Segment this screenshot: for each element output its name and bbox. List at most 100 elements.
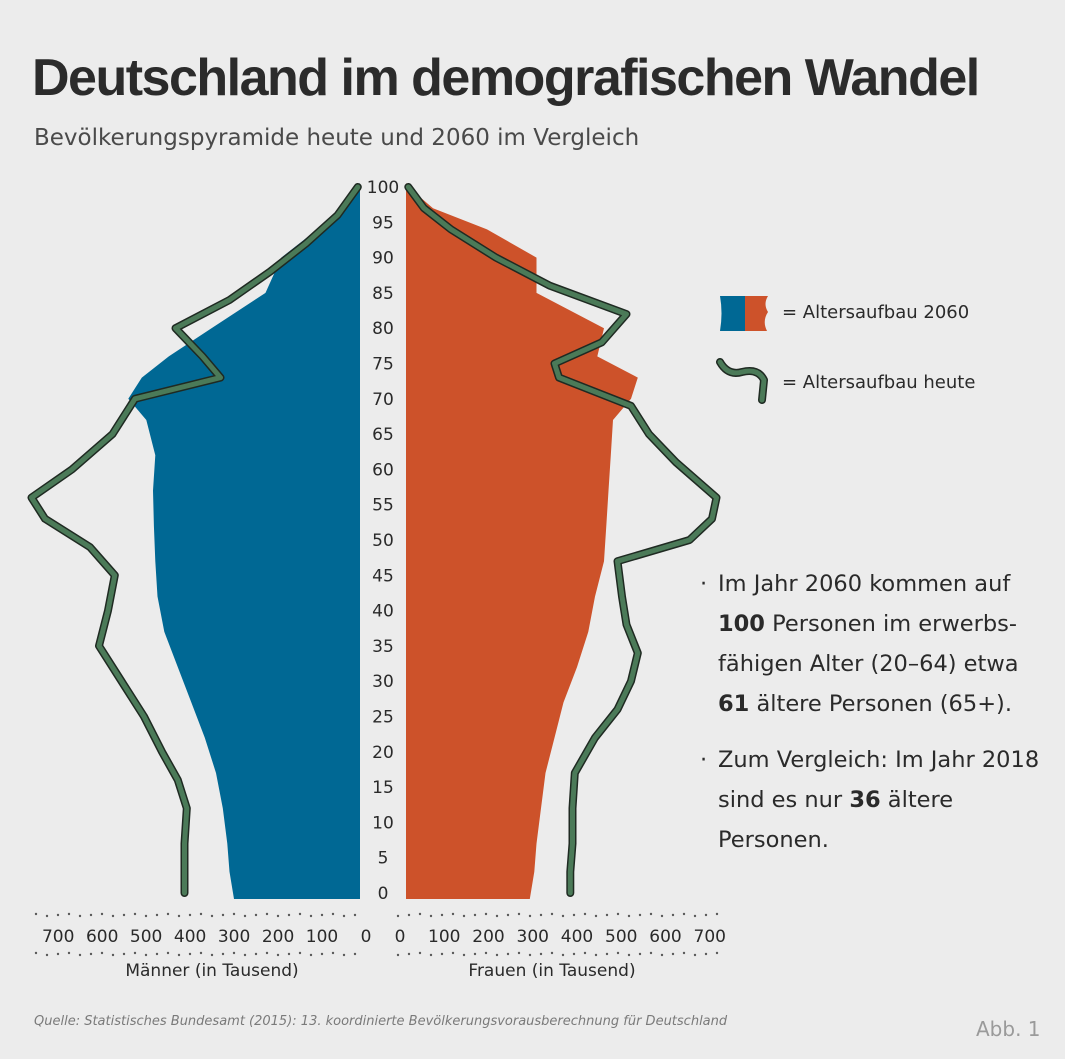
- axis-dot: [34, 912, 38, 916]
- axis-dot: [528, 953, 532, 957]
- axis-dot: [649, 912, 653, 916]
- notes-panel: · Im Jahr 2060 kommen auf 100 Personen im…: [700, 564, 1050, 860]
- x-axis-label-men: Männer (in Tausend): [125, 961, 298, 981]
- axis-dot: [342, 914, 346, 918]
- axis-dot: [594, 914, 598, 918]
- axis-dot: [396, 953, 400, 957]
- axis-dot: [418, 912, 422, 916]
- age-tick-label: 25: [372, 708, 394, 728]
- axis-dot: [517, 912, 521, 916]
- x-tick-label-men: 300: [218, 927, 250, 947]
- age-tick-label: 50: [372, 531, 394, 551]
- axis-dot: [353, 913, 357, 917]
- x-tick-label-men: 400: [174, 927, 206, 947]
- axis-dot: [111, 953, 115, 957]
- axis-dot: [45, 914, 49, 918]
- axis-dot: [177, 914, 181, 918]
- axis-dot: [407, 913, 411, 917]
- axis-dot: [166, 912, 170, 916]
- legend-line-today: [717, 359, 767, 403]
- axis-dot: [133, 912, 137, 916]
- axis-dot: [287, 952, 291, 956]
- x-axis-tick-labels: 700 600 500 400 300 200 100 0 0 100 200 300 400 500 60…: [42, 927, 726, 947]
- age-tick-label: 10: [372, 813, 394, 833]
- figure-label: Abb. 1: [976, 1017, 1041, 1041]
- note-text: ältere Personen (65+).: [749, 691, 1012, 717]
- x-axis-label-women: Frauen (in Tausend): [468, 961, 635, 981]
- axis-dot: [484, 951, 488, 955]
- age-tick-label: 20: [372, 743, 394, 763]
- axis-dot: [638, 913, 642, 917]
- men-today-line: [29, 184, 361, 896]
- axis-dot: [671, 913, 675, 917]
- axis-dot: [715, 912, 719, 916]
- axis-dot: [89, 952, 93, 956]
- age-tick-label: 75: [372, 355, 394, 375]
- axis-dot: [660, 914, 664, 918]
- note-highlight: 100: [718, 611, 765, 637]
- age-tick-label: 60: [372, 460, 394, 480]
- axis-dot: [100, 951, 104, 955]
- axis-dot: [440, 952, 444, 956]
- x-tick-label-women: 200: [472, 927, 504, 947]
- axis-dot: [177, 953, 181, 957]
- axis-dot: [320, 913, 324, 917]
- axis-dot: [34, 951, 38, 955]
- age-tick-label: 5: [378, 849, 389, 869]
- axis-dot: [210, 953, 214, 957]
- page-title: Deutschland im demografischen Wandel: [32, 49, 980, 107]
- age-tick-label: 90: [372, 249, 394, 269]
- axis-dot: [298, 951, 302, 955]
- axis-dot: [188, 913, 192, 917]
- age-tick-label: 85: [372, 284, 394, 304]
- axis-dot: [440, 913, 444, 917]
- axis-dot: [429, 953, 433, 957]
- axis-dot: [506, 952, 510, 956]
- axis-dot: [56, 952, 60, 956]
- axis-dot: [583, 951, 587, 955]
- axis-dot: [682, 912, 686, 916]
- axis-dot: [78, 953, 82, 957]
- axis-dot: [616, 951, 620, 955]
- axis-dot: [462, 953, 466, 957]
- axis-dot: [166, 951, 170, 955]
- axis-dot: [407, 952, 411, 956]
- pyramid-today-outlines: [27, 183, 721, 897]
- axis-dot: [122, 913, 126, 917]
- axis-dot: [144, 953, 148, 957]
- age-axis-labels: 0 5 10 15 20 25 30 35 40 45 50 55 60 65 70 75 80 85 90 95 10…: [367, 178, 399, 904]
- axis-dot: [594, 953, 598, 957]
- axis-dot: [254, 952, 258, 956]
- legend: [716, 296, 768, 404]
- note-highlight: 61: [718, 691, 750, 717]
- x-tick-label-women: 100: [428, 927, 460, 947]
- axis-dot: [276, 914, 280, 918]
- axis-dot: [265, 951, 269, 955]
- axis-dot: [232, 912, 236, 916]
- note-text: ältere Personen.: [718, 787, 954, 853]
- axis-dot: [693, 914, 697, 918]
- page-subtitle: Bevölkerungspyramide heute und 2060 im V…: [34, 125, 640, 151]
- legend-swatch-women: [745, 296, 768, 331]
- x-tick-label-men: 500: [130, 927, 162, 947]
- axis-dot: [221, 952, 225, 956]
- women-today-line: [405, 184, 719, 896]
- axis-dot: [495, 953, 499, 957]
- axis-dot: [243, 914, 247, 918]
- axis-dot: [265, 912, 269, 916]
- axis-dot: [89, 913, 93, 917]
- age-tick-label: 30: [372, 672, 394, 692]
- axis-dot: [232, 951, 236, 955]
- axis-dot: [155, 913, 159, 917]
- axis-dot: [276, 953, 280, 957]
- axis-dot: [67, 912, 71, 916]
- axis-dot: [133, 951, 137, 955]
- axis-dot: [484, 912, 488, 916]
- axis-dot: [210, 914, 214, 918]
- axis-dot: [287, 913, 291, 917]
- axis-dot: [704, 952, 708, 956]
- axis-dot: [67, 951, 71, 955]
- axis-dot: [320, 952, 324, 956]
- axis-dot: [56, 913, 60, 917]
